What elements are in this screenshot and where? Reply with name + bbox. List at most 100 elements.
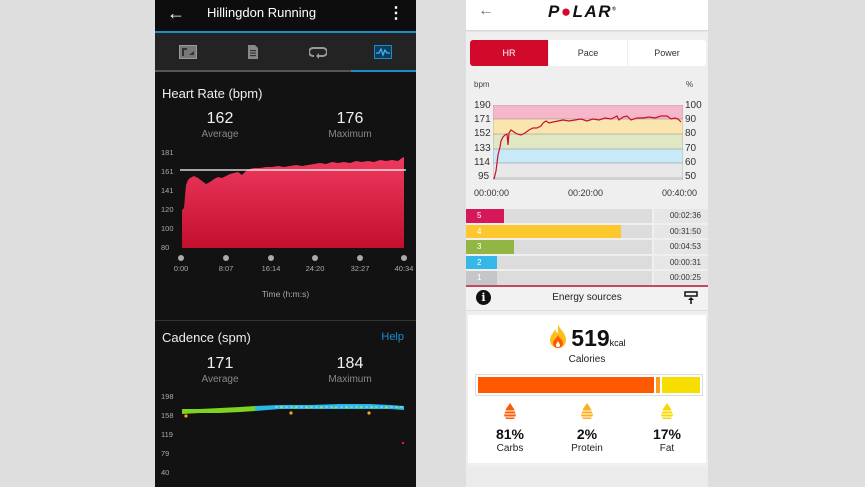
garmin-connect-screen: ← Hillingdon Running ⋮ Heart Rate (bpm) …	[155, 0, 416, 487]
fat-segment	[661, 377, 700, 393]
hr-x-tick: 16:14	[261, 264, 281, 273]
hr-y-tick: 152	[474, 128, 491, 139]
hr-y-tick: 141	[161, 186, 174, 195]
cadence-y-tick: 79	[161, 449, 170, 458]
calories-value: 519	[571, 325, 610, 351]
pct-y-tick: 70	[685, 143, 697, 154]
polar-hr-chart[interactable]	[493, 105, 683, 180]
zone-bar	[466, 209, 504, 223]
carbs-percent: 81%	[495, 426, 525, 442]
time-scrub-dot[interactable]	[178, 255, 184, 261]
pct-y-tick: 90	[685, 114, 697, 125]
tab-details[interactable]	[220, 33, 285, 71]
protein-percent: 2%	[576, 426, 598, 442]
cadence-title: Cadence (spm)	[162, 330, 251, 345]
polar-header: ← P●LAR®	[466, 0, 708, 30]
segment-pace[interactable]: Pace	[549, 40, 628, 66]
cadence-chart[interactable]	[180, 395, 406, 455]
heart-rate-title: Heart Rate (bpm)	[162, 86, 263, 101]
hr-zones-list: 5 00:02:36 4 00:31:50 3 00:04:53 2 00:00…	[466, 208, 708, 286]
pct-y-tick: 80	[685, 128, 697, 139]
time-scrub-dot[interactable]	[312, 255, 318, 261]
right-axis-unit: %	[686, 80, 694, 89]
zone-time: 00:02:36	[669, 211, 701, 220]
fat-percent: 17%	[652, 426, 682, 442]
hr-x-tick: 00:40:00	[662, 188, 698, 198]
macro-protein: 2% Protein	[547, 403, 627, 454]
hr-y-tick: 80	[161, 243, 170, 252]
polar-flow-screen: ← P●LAR® HR Pace Power bpm % 190 171 152…	[466, 0, 708, 487]
hr-maximum-stat: 176 Maximum	[305, 110, 395, 140]
hr-y-tick: 190	[474, 100, 491, 111]
hr-x-tick: 00:00:00	[474, 188, 510, 198]
activity-title: Hillingdon Running	[207, 5, 317, 20]
energy-sources-bar	[475, 374, 703, 396]
section-divider	[155, 320, 416, 321]
time-scrub-dot[interactable]	[357, 255, 363, 261]
time-scrub-dot[interactable]	[401, 255, 407, 261]
more-vert-icon[interactable]: ⋮	[388, 5, 404, 22]
summary-card-icon	[178, 45, 197, 59]
heart-rate-chart[interactable]	[180, 150, 406, 250]
top-app-bar: ← Hillingdon Running ⋮	[155, 0, 416, 31]
cadence-y-tick: 198	[161, 392, 174, 401]
macro-carbs: 81% Carbs	[470, 403, 550, 454]
cadence-y-tick: 158	[161, 411, 174, 420]
hr-x-tick: 24:20	[305, 264, 325, 273]
back-arrow-icon[interactable]: ←	[478, 2, 494, 19]
zone-row-3[interactable]: 3 00:04:53	[466, 239, 708, 255]
carbs-label: Carbs	[496, 443, 524, 454]
polar-logo: P●LAR®	[548, 2, 616, 21]
tab-divider	[155, 70, 416, 72]
zone-time: 00:00:25	[669, 273, 701, 282]
tab-summary[interactable]	[155, 33, 220, 71]
cadence-average-label: Average	[201, 374, 239, 385]
zone-row-2[interactable]: 2 00:00:31	[466, 255, 708, 271]
protein-segment	[655, 377, 661, 393]
calories-unit: kcal	[609, 338, 626, 348]
hr-average-stat: 162 Average	[175, 110, 265, 140]
hr-maximum-label: Maximum	[328, 129, 372, 140]
hr-y-tick: 95	[478, 171, 490, 182]
segment-hr[interactable]: HR	[470, 40, 549, 66]
zone-bar	[466, 271, 497, 285]
zone-number: 1	[477, 273, 482, 282]
segment-gap	[654, 377, 656, 393]
info-icon[interactable]: i	[476, 290, 491, 305]
hr-y-tick: 114	[474, 157, 490, 168]
segment-power[interactable]: Power	[654, 48, 680, 58]
zone-time: 00:00:31	[669, 257, 701, 267]
collapse-up-icon[interactable]	[684, 291, 698, 305]
zone-row-5[interactable]: 5 00:02:36	[466, 208, 708, 224]
hr-y-tick: 100	[161, 224, 174, 233]
hr-y-tick: 161	[161, 167, 174, 176]
cadence-average-stat: 171 Average	[175, 355, 265, 385]
cadence-y-tick: 40	[161, 468, 170, 477]
laps-loop-icon	[309, 47, 328, 59]
zone-time: 00:04:53	[669, 242, 701, 251]
tab-laps[interactable]	[286, 33, 351, 71]
help-link[interactable]: Help	[381, 331, 404, 343]
hr-y-tick: 171	[474, 114, 491, 125]
zone-time: 00:31:50	[669, 226, 701, 236]
zone-row-4[interactable]: 4 00:31:50	[466, 224, 708, 240]
fat-flame-icon	[661, 403, 673, 419]
hr-x-tick: 40:34	[394, 264, 414, 273]
charts-icon	[374, 45, 393, 59]
time-scrub-dot[interactable]	[223, 255, 229, 261]
energy-sources-header: i Energy sources	[466, 287, 708, 311]
document-icon	[247, 45, 258, 59]
pct-y-tick: 50	[685, 171, 697, 182]
hr-average-label: Average	[201, 129, 239, 140]
energy-sources-label: Energy sources	[552, 292, 622, 303]
back-arrow-icon[interactable]: ←	[167, 3, 185, 23]
time-scrub-dot[interactable]	[268, 255, 274, 261]
tab-charts[interactable]	[351, 33, 416, 71]
segment-gap	[660, 377, 662, 393]
hr-y-tick: 181	[161, 148, 174, 157]
hr-y-tick: 120	[161, 205, 174, 214]
bottom-navigation	[466, 467, 708, 487]
zone-row-1[interactable]: 1 00:00:25	[466, 270, 708, 286]
cadence-maximum-stat: 184 Maximum	[305, 355, 395, 385]
hr-x-tick: 0:00	[173, 264, 189, 273]
